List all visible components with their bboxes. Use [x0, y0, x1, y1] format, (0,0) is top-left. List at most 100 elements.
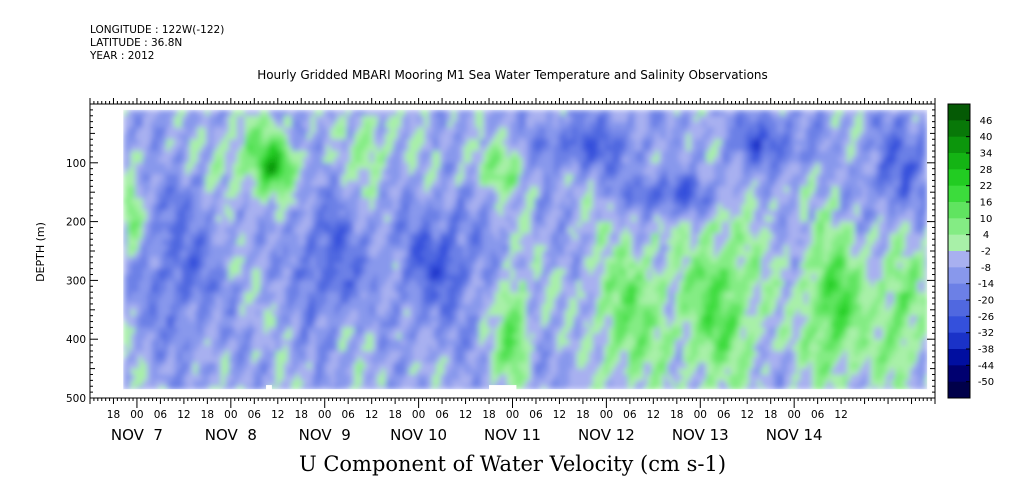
field-cell	[123, 221, 128, 229]
field-cell	[260, 280, 265, 287]
field-cell	[170, 350, 175, 358]
field-cell	[483, 315, 488, 323]
field-cell	[404, 109, 410, 117]
field-cell	[385, 121, 390, 129]
field-cell	[178, 174, 183, 182]
field-cell	[146, 121, 152, 129]
field-cell	[357, 280, 363, 287]
field-cell	[279, 309, 285, 317]
field-cell	[213, 239, 218, 246]
field-cell	[397, 198, 402, 205]
field-cell	[127, 121, 132, 129]
field-cell	[440, 174, 445, 182]
field-cell	[483, 327, 488, 334]
field-cell	[526, 362, 531, 370]
field-cell	[158, 315, 163, 323]
field-cell	[381, 156, 386, 164]
field-cell	[197, 109, 203, 117]
field-cell	[134, 303, 140, 311]
field-cell	[428, 256, 433, 264]
field-cell	[365, 303, 371, 311]
field-cell	[342, 345, 347, 352]
field-cell	[162, 121, 167, 129]
field-cell	[185, 245, 191, 252]
field-cell	[193, 209, 199, 217]
field-cell	[256, 227, 261, 234]
field-cell	[162, 227, 167, 234]
field-cell	[393, 127, 398, 134]
field-cell	[197, 162, 203, 170]
field-cell	[174, 186, 179, 193]
field-cell	[451, 174, 457, 182]
field-cell	[479, 121, 484, 129]
field-cell	[412, 168, 418, 176]
field-cell	[412, 209, 418, 217]
field-cell	[381, 333, 386, 340]
field-cell	[404, 168, 410, 176]
field-cell	[510, 174, 516, 182]
field-cell	[361, 333, 367, 340]
field-cell	[162, 309, 167, 317]
field-cell	[201, 251, 206, 258]
field-cell	[385, 274, 390, 281]
field-cell	[381, 280, 386, 287]
field-cell	[502, 321, 508, 329]
field-cell	[334, 256, 340, 264]
field-cell	[404, 215, 410, 223]
field-cell	[475, 345, 480, 352]
field-cell	[408, 162, 414, 170]
field-cell	[440, 251, 445, 258]
field-cell	[346, 315, 351, 323]
field-cell	[404, 280, 410, 287]
field-cell	[256, 209, 261, 217]
field-cell	[428, 233, 433, 240]
field-cell	[428, 327, 433, 334]
field-cell	[123, 274, 128, 281]
field-cell	[436, 121, 441, 129]
field-cell	[463, 374, 469, 381]
field-cell	[240, 303, 246, 311]
field-cell	[166, 174, 171, 182]
field-cell	[467, 209, 473, 217]
field-cell	[483, 303, 488, 311]
field-cell	[291, 380, 296, 387]
field-cell	[393, 274, 398, 281]
field-cell	[326, 374, 332, 381]
field-cell	[279, 215, 285, 223]
field-cell	[291, 192, 296, 199]
field-cell	[444, 221, 449, 229]
field-cell	[248, 180, 253, 187]
field-cell	[127, 227, 132, 234]
field-cell	[350, 245, 355, 252]
field-cell	[487, 203, 492, 211]
field-cell	[174, 262, 179, 270]
field-cell	[369, 368, 375, 376]
field-cell	[381, 380, 386, 387]
field-cell	[498, 350, 504, 358]
field-cell	[487, 362, 492, 370]
field-cell	[174, 227, 179, 234]
field-cell	[506, 309, 512, 317]
field-cell	[381, 386, 386, 390]
field-cell	[166, 139, 171, 146]
field-cell	[134, 262, 140, 270]
field-cell	[342, 109, 347, 117]
field-cell	[490, 162, 496, 170]
field-cell	[256, 139, 261, 146]
field-cell	[412, 321, 418, 329]
field-cell	[397, 145, 402, 152]
field-cell	[404, 145, 410, 152]
field-cell	[303, 127, 308, 134]
field-cell	[471, 315, 476, 323]
field-cell	[158, 145, 163, 152]
field-cell	[471, 251, 476, 258]
field-cell	[248, 256, 253, 264]
field-cell	[428, 380, 433, 387]
field-cell	[311, 380, 316, 387]
field-cell	[170, 303, 175, 311]
field-cell	[401, 127, 406, 134]
field-cell	[502, 151, 508, 158]
field-cell	[283, 374, 289, 381]
field-cell	[408, 345, 414, 352]
field-cell	[377, 268, 383, 276]
